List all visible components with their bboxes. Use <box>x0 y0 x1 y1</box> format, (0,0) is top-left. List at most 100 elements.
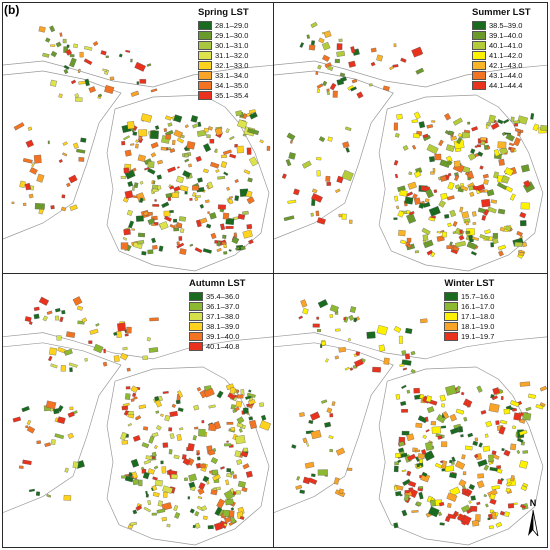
green-space-patch <box>401 469 407 473</box>
green-space-patch <box>421 471 428 477</box>
green-space-patch <box>135 143 139 149</box>
green-space-patch <box>72 296 83 306</box>
spring-legend-label: 32.1–33.0 <box>215 60 249 70</box>
green-space-patch <box>514 241 523 247</box>
green-space-patch <box>154 125 160 130</box>
green-space-patch <box>141 251 147 256</box>
green-space-patch <box>203 387 215 398</box>
green-space-patch <box>422 202 431 208</box>
green-space-patch <box>444 113 452 121</box>
green-space-patch <box>245 470 253 478</box>
green-space-patch <box>446 195 455 201</box>
green-space-patch <box>449 472 457 479</box>
green-space-patch <box>137 232 146 238</box>
green-space-patch <box>151 237 157 244</box>
green-space-patch <box>155 399 162 408</box>
green-space-patch <box>406 213 417 224</box>
green-space-patch <box>495 522 503 528</box>
green-space-patch <box>169 433 175 440</box>
green-space-patch <box>369 83 373 87</box>
green-space-patch <box>389 66 394 71</box>
summer-legend-item: 41.1–42.0 <box>472 50 531 60</box>
green-space-patch <box>50 363 58 369</box>
green-space-patch <box>89 328 99 335</box>
green-space-patch <box>197 177 203 183</box>
green-space-patch <box>470 251 477 256</box>
winter-legend-swatch <box>444 321 458 331</box>
green-space-patch <box>323 30 332 38</box>
summer-legend-label: 41.1–42.0 <box>489 50 523 60</box>
green-space-patch <box>408 171 413 176</box>
green-space-patch <box>216 390 224 399</box>
green-space-patch <box>164 414 171 422</box>
green-space-patch <box>489 466 498 472</box>
green-space-patch <box>212 474 221 482</box>
green-space-patch <box>416 501 422 507</box>
green-space-patch <box>483 494 487 498</box>
green-space-patch <box>162 391 169 394</box>
green-space-patch <box>121 405 129 411</box>
green-space-patch <box>440 460 444 464</box>
green-space-patch <box>69 54 75 58</box>
summer-legend-label: 43.1–44.0 <box>489 70 523 80</box>
green-space-patch <box>341 213 347 220</box>
green-space-patch <box>399 363 405 367</box>
green-space-patch <box>317 64 322 70</box>
green-space-patch <box>228 198 234 205</box>
green-space-patch <box>532 123 540 132</box>
green-space-patch <box>220 466 225 470</box>
green-space-patch <box>194 522 201 529</box>
green-space-patch <box>74 93 80 98</box>
spring-legend-item: 29.1–30.0 <box>198 30 249 40</box>
green-space-patch <box>247 128 260 136</box>
green-space-patch <box>124 333 129 337</box>
green-space-patch <box>439 522 445 526</box>
coastline <box>106 94 270 272</box>
green-space-patch <box>432 168 436 173</box>
green-space-patch <box>51 439 56 445</box>
green-space-patch <box>508 142 515 147</box>
summer-legend-swatch <box>472 60 486 70</box>
green-space-patch <box>397 459 402 463</box>
green-space-patch <box>341 169 354 182</box>
green-space-patch <box>68 362 78 368</box>
green-space-patch <box>476 501 481 506</box>
green-space-patch <box>452 117 463 126</box>
green-space-patch <box>131 471 138 479</box>
summer-legend-swatch <box>472 50 486 60</box>
spring-legend-item: 33.1–34.0 <box>198 70 249 80</box>
green-space-patch <box>486 146 491 150</box>
green-space-patch <box>306 442 310 447</box>
green-space-patch <box>445 144 455 152</box>
green-space-patch <box>68 174 78 184</box>
green-space-patch <box>213 448 217 452</box>
green-space-patch <box>210 457 219 465</box>
green-space-patch <box>520 504 526 509</box>
green-space-patch <box>234 450 242 458</box>
green-space-patch <box>461 211 470 219</box>
green-space-patch <box>474 437 478 442</box>
green-space-patch <box>165 134 172 140</box>
green-space-patch <box>410 350 416 356</box>
green-space-patch <box>434 153 442 161</box>
green-space-patch <box>499 226 505 232</box>
green-space-patch <box>484 229 491 235</box>
green-space-patch <box>163 128 168 133</box>
green-space-patch <box>418 121 426 129</box>
green-space-patch <box>311 473 316 478</box>
green-space-patch <box>355 351 361 356</box>
green-space-patch <box>477 473 485 479</box>
green-space-patch <box>135 415 142 421</box>
green-space-patch <box>436 231 442 234</box>
winter-legend: Winter LST 15.7–16.0 16.1–17.0 17.1–18.0 18… <box>444 278 494 341</box>
green-space-patch <box>316 83 324 89</box>
green-space-patch <box>522 482 529 488</box>
green-space-patch <box>13 122 25 131</box>
green-space-patch <box>405 327 413 334</box>
green-space-patch <box>488 454 494 463</box>
green-space-patch <box>522 450 529 454</box>
green-space-patch <box>27 126 33 131</box>
green-space-patch <box>372 366 381 373</box>
green-space-patch <box>237 213 246 220</box>
green-space-patch <box>194 426 199 430</box>
